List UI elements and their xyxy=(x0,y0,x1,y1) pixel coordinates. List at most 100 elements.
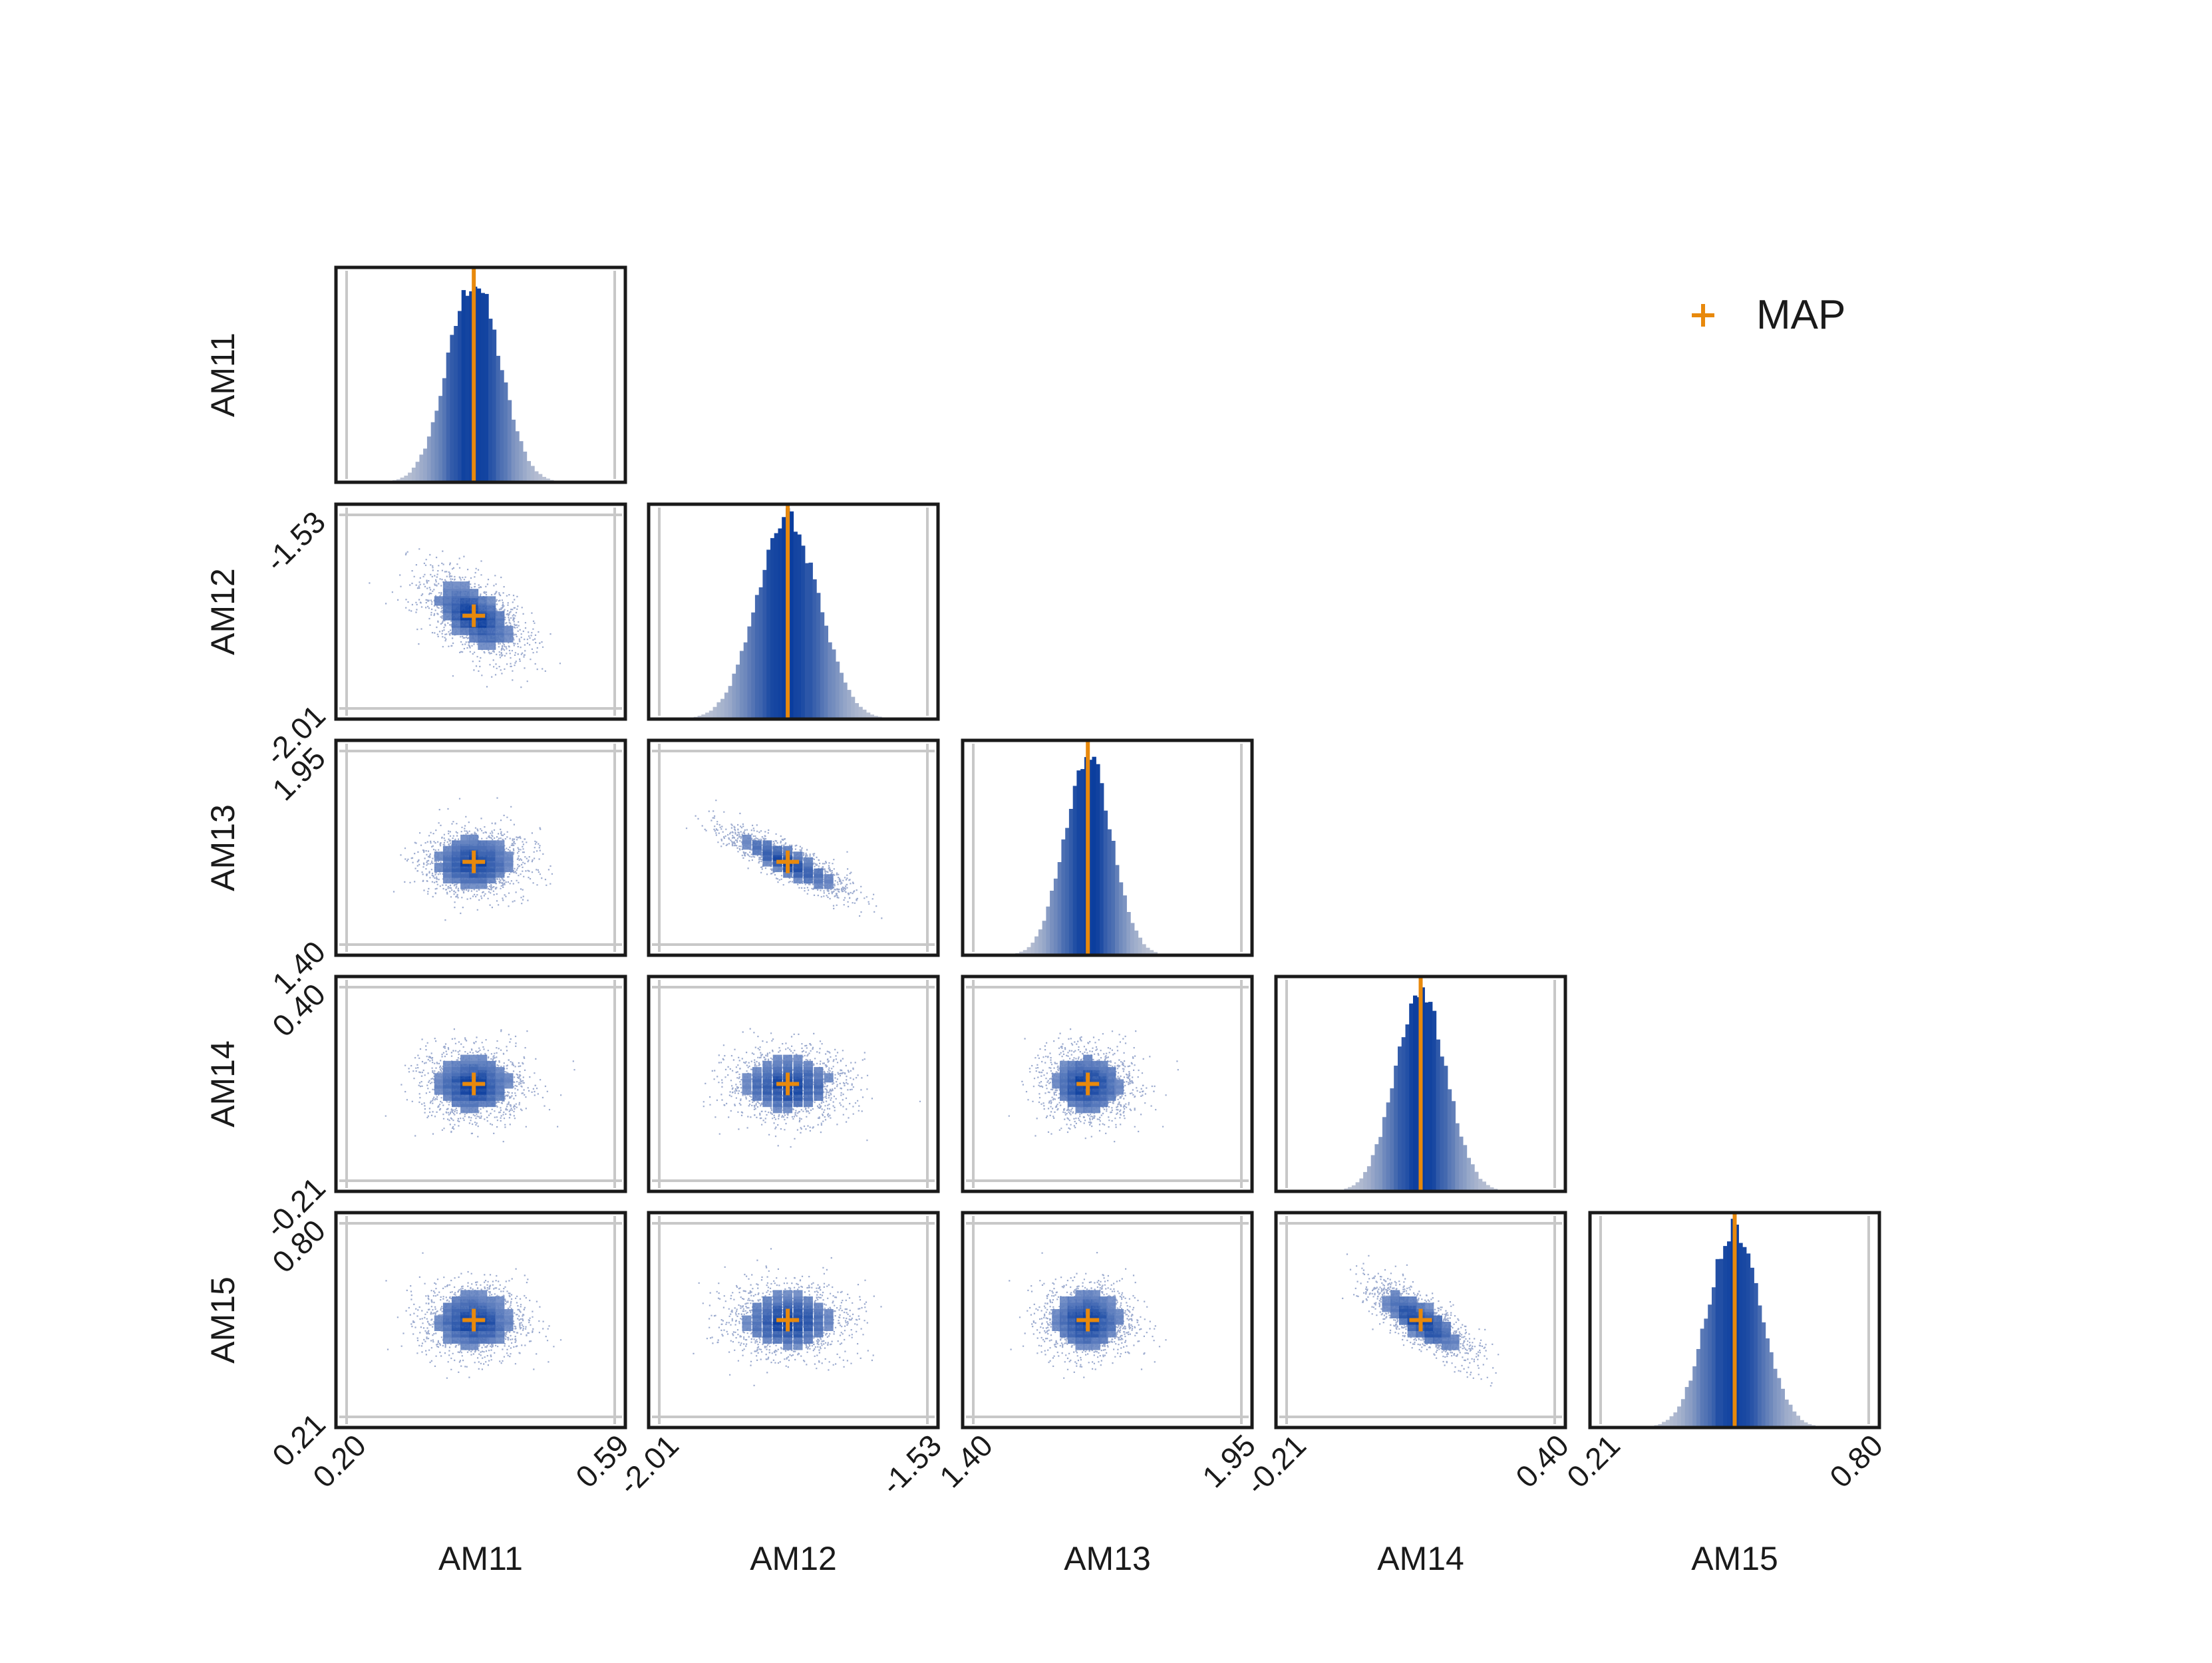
legend-label: MAP xyxy=(1756,292,1845,338)
hist-bar xyxy=(1424,1002,1429,1191)
y-axis-label-AM14: AM14 xyxy=(204,1040,241,1128)
map-marker xyxy=(462,1308,486,1332)
hist-bar xyxy=(1804,1422,1808,1428)
hist-bar xyxy=(1034,936,1039,955)
hist-bar xyxy=(1715,1259,1720,1428)
x-axis-label-AM13: AM13 xyxy=(1064,1540,1151,1577)
panel-AM15-vs-AM15 xyxy=(1588,1211,1881,1430)
hist-bar xyxy=(843,682,848,719)
map-marker xyxy=(462,850,486,873)
map-marker xyxy=(1076,1072,1100,1096)
panel-frame xyxy=(334,502,627,721)
hist-bar xyxy=(736,665,740,719)
hist-bar xyxy=(458,311,462,482)
y-axis-label-AM11: AM11 xyxy=(204,333,241,417)
hist-bar xyxy=(754,595,760,719)
hist-bar xyxy=(1118,882,1124,955)
hist-bar xyxy=(469,291,474,482)
hist-bar xyxy=(1092,756,1096,955)
hist-bar xyxy=(1482,1181,1486,1191)
x-axis-label-AM14: AM14 xyxy=(1377,1540,1464,1577)
hist-bar xyxy=(488,319,493,482)
hist-bar xyxy=(854,703,859,719)
legend: MAP xyxy=(1692,292,1845,338)
hist-bar xyxy=(701,714,706,719)
hist-bar xyxy=(1096,764,1100,955)
legend-map-marker xyxy=(1692,304,1714,327)
hist-bar xyxy=(1773,1368,1778,1428)
panel-AM14-vs-AM14 xyxy=(1274,975,1567,1193)
hist-bar xyxy=(1138,937,1142,955)
density-cells xyxy=(742,834,834,889)
panel-AM14-vs-AM11 xyxy=(334,975,627,1193)
hist-bar xyxy=(522,451,528,482)
y-axis-label-AM12: AM12 xyxy=(204,568,241,655)
hist-bar xyxy=(1677,1406,1682,1428)
hist-bar xyxy=(808,562,813,719)
panel-AM15-vs-AM11 xyxy=(334,1211,627,1430)
hist-bar xyxy=(434,410,439,482)
hist-bar xyxy=(1046,906,1050,955)
hist-bar xyxy=(1750,1267,1754,1428)
panel-frame xyxy=(334,1211,627,1430)
panel-AM12-vs-AM11 xyxy=(334,502,627,721)
hist-bar xyxy=(1462,1145,1468,1191)
hist-bar xyxy=(515,431,520,482)
panel-AM13-vs-AM12 xyxy=(647,738,940,957)
hist-bar xyxy=(1065,828,1070,955)
x-tick-label: 0.21 xyxy=(1560,1428,1627,1494)
hist-bar xyxy=(1405,1024,1410,1191)
hist-bar xyxy=(1053,878,1058,955)
hist-bar xyxy=(1486,1185,1490,1191)
map-marker xyxy=(462,1072,486,1096)
hist-bar xyxy=(1765,1338,1770,1428)
hist-bar xyxy=(1738,1243,1743,1428)
hist-bar xyxy=(1394,1066,1398,1191)
x-tick-label: 0.40 xyxy=(1509,1428,1575,1494)
panel-AM14-vs-AM13 xyxy=(961,975,1254,1193)
hist-bar xyxy=(1712,1287,1716,1428)
hist-bar xyxy=(1130,923,1135,955)
hist-bar xyxy=(1420,987,1425,1191)
hist-bar xyxy=(500,370,504,482)
hist-bar xyxy=(739,651,744,719)
density-cells xyxy=(434,1290,514,1350)
hist-bar xyxy=(1665,1420,1670,1428)
hist-bar xyxy=(1780,1388,1785,1428)
hist-bar xyxy=(411,468,416,482)
scatter-points xyxy=(385,1252,562,1379)
x-tick-label: -1.53 xyxy=(874,1428,948,1501)
hist-bar xyxy=(728,686,732,719)
hist-bar xyxy=(400,477,404,482)
density-cells xyxy=(434,834,514,889)
hist-bar xyxy=(1432,1010,1437,1191)
hist-bar xyxy=(530,466,535,482)
hist-bar xyxy=(847,690,852,719)
hist-bar xyxy=(465,295,470,482)
hist-bar xyxy=(1680,1399,1686,1428)
scatter-points xyxy=(1009,1252,1167,1379)
hist-bar xyxy=(789,511,794,719)
hist-bar xyxy=(415,462,420,482)
hist-bar xyxy=(1800,1420,1804,1428)
hist-bar xyxy=(1723,1246,1728,1428)
hist-bar xyxy=(1149,950,1154,955)
hist-bar xyxy=(801,545,806,719)
panel-frame xyxy=(1274,1211,1567,1430)
panel-frame xyxy=(1588,1211,1881,1430)
hist-bar xyxy=(778,528,782,719)
density-cells xyxy=(742,1290,834,1350)
map-marker xyxy=(776,1072,800,1096)
y-axis-label-AM15: AM15 xyxy=(204,1277,241,1364)
hist-bar xyxy=(1784,1400,1789,1428)
density-cells xyxy=(1382,1290,1460,1350)
hist-bar xyxy=(1080,769,1085,955)
hist-bar xyxy=(1658,1424,1662,1428)
panel-frame xyxy=(647,502,940,721)
hist-bar xyxy=(839,673,844,719)
hist-bar xyxy=(732,673,736,719)
hist-bar xyxy=(423,448,428,482)
hist-bar xyxy=(824,625,828,719)
hist-bar xyxy=(743,642,748,719)
